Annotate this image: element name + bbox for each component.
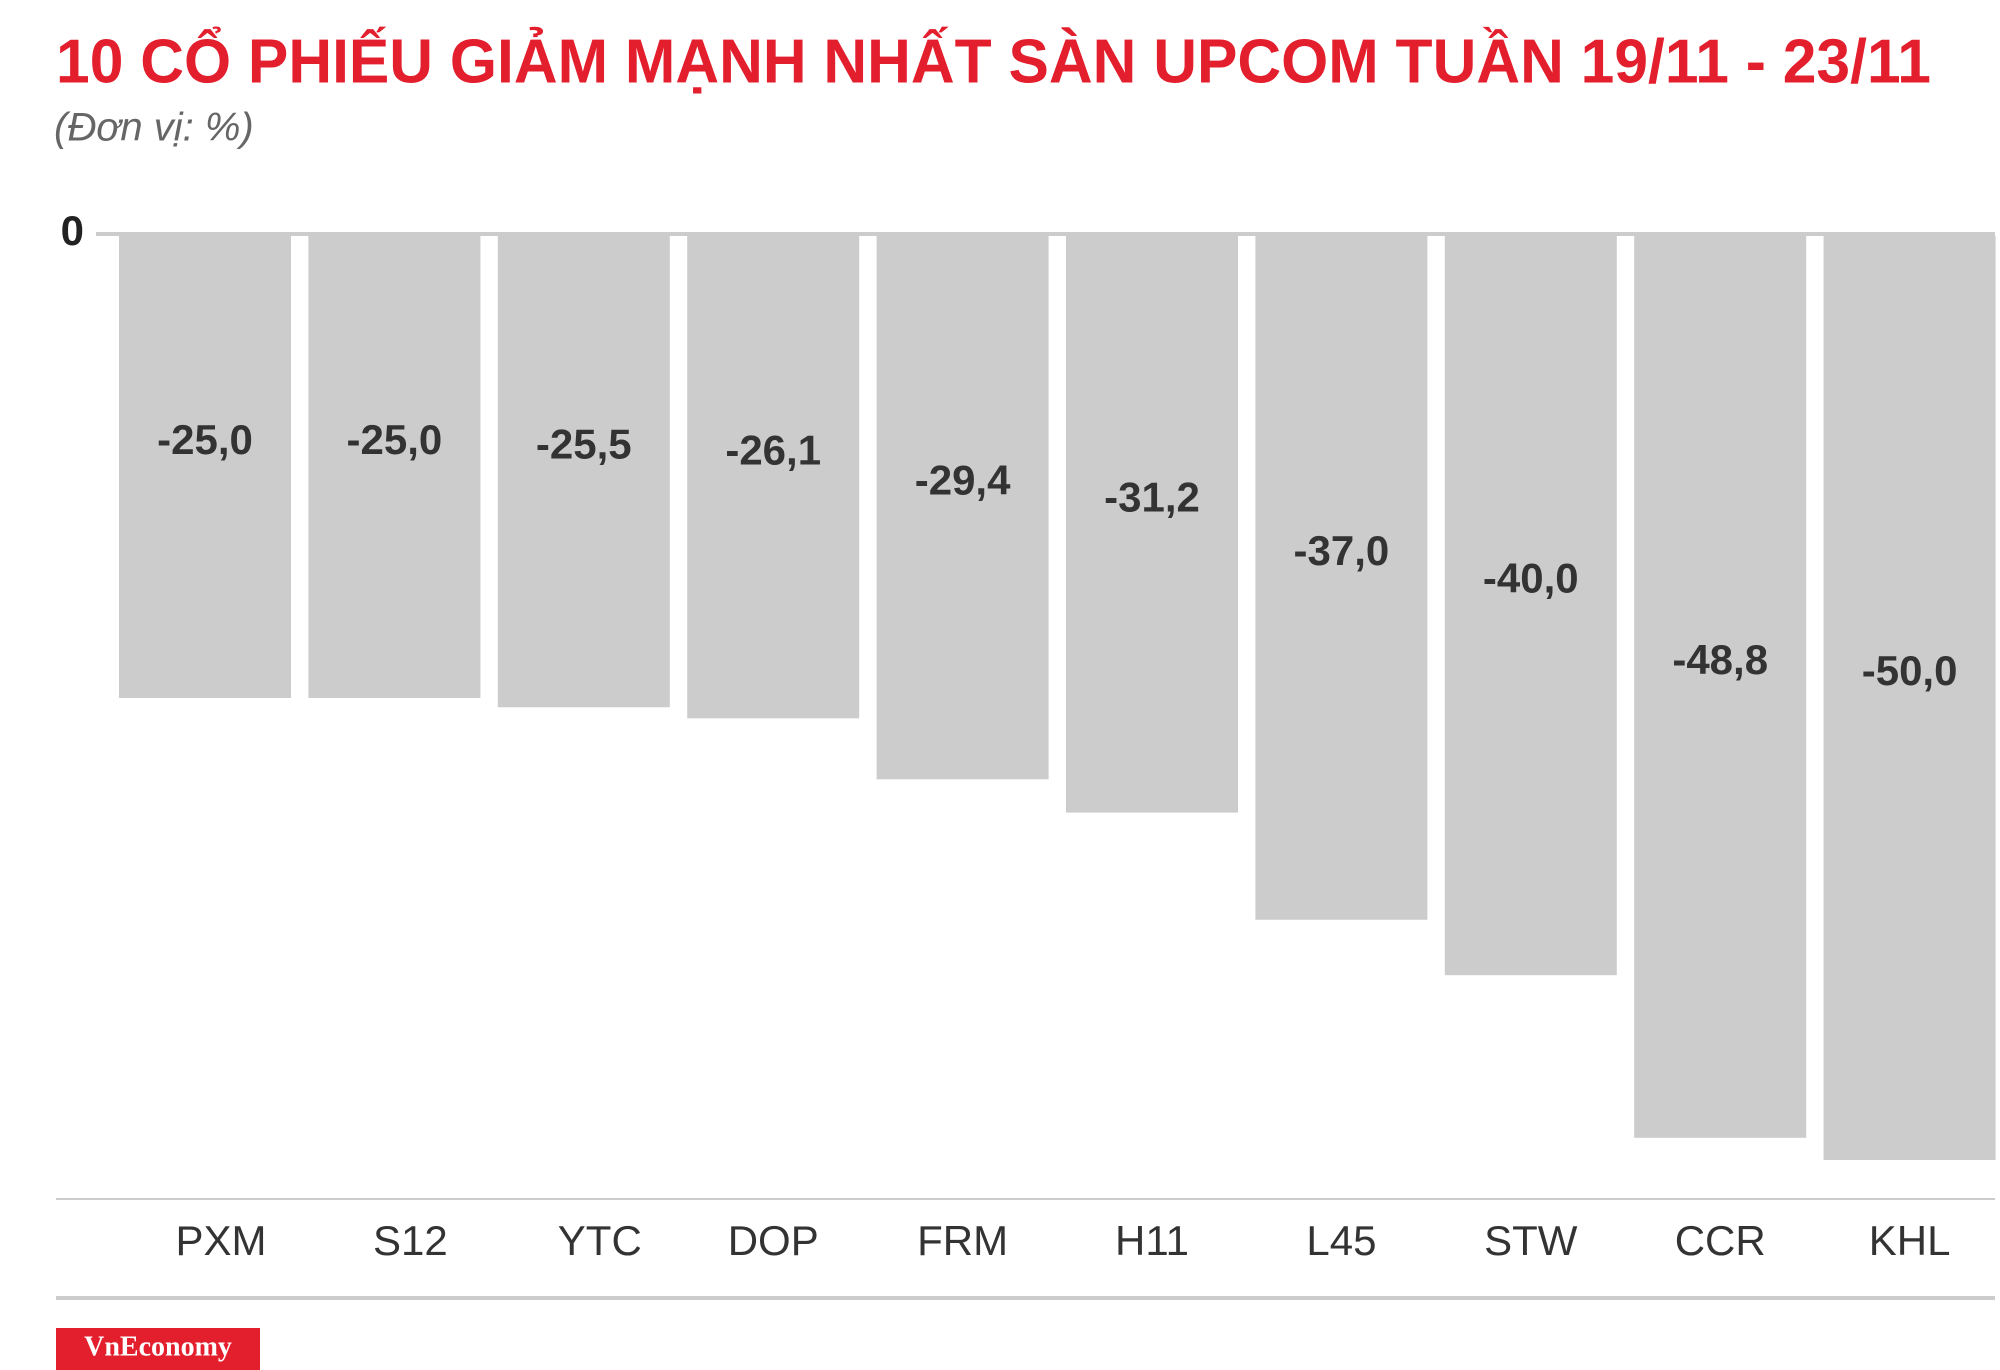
bar — [687, 236, 860, 719]
value-label: -25,0 — [347, 416, 443, 463]
value-label: -50,0 — [1862, 647, 1958, 694]
x-tick-label: S12 — [373, 1217, 448, 1264]
bar — [1634, 236, 1807, 1138]
bar — [1444, 236, 1617, 976]
value-label: -25,0 — [157, 416, 253, 463]
logo-box — [56, 1328, 260, 1370]
x-tick-label: YTC — [558, 1217, 642, 1264]
value-label: -25,5 — [536, 421, 632, 468]
chart-title: 10 CỔ PHIẾU GIẢM MẠNH NHẤT SÀN UPCOM TUẦ… — [56, 26, 1931, 96]
value-label: -31,2 — [1104, 473, 1200, 520]
value-label: -26,1 — [725, 426, 821, 473]
x-tick-label: PXM — [175, 1217, 266, 1264]
x-tick-label: CCR — [1675, 1217, 1766, 1264]
bar — [1066, 236, 1238, 813]
x-tick-label: H11 — [1115, 1217, 1189, 1264]
value-label: -29,4 — [915, 457, 1011, 504]
x-tick-label: L45 — [1306, 1217, 1376, 1264]
x-tick-label: DOP — [728, 1217, 819, 1264]
logo: VnEconomy — [84, 1331, 232, 1362]
y-tick-label: 0 — [61, 207, 84, 254]
bar — [876, 236, 1049, 780]
bar — [308, 236, 481, 698]
value-label: -40,0 — [1483, 555, 1579, 602]
x-tick-label: STW — [1484, 1217, 1578, 1264]
bar — [1823, 236, 1996, 1160]
x-tick-label: KHL — [1869, 1217, 1951, 1264]
bar — [1255, 236, 1428, 920]
chart-subtitle: (Đơn vị: %) — [54, 106, 254, 150]
x-tick-label: FRM — [917, 1217, 1008, 1264]
bar — [119, 236, 291, 698]
bar — [497, 236, 670, 708]
value-label: -48,8 — [1672, 636, 1768, 683]
value-label: -37,0 — [1294, 527, 1390, 574]
